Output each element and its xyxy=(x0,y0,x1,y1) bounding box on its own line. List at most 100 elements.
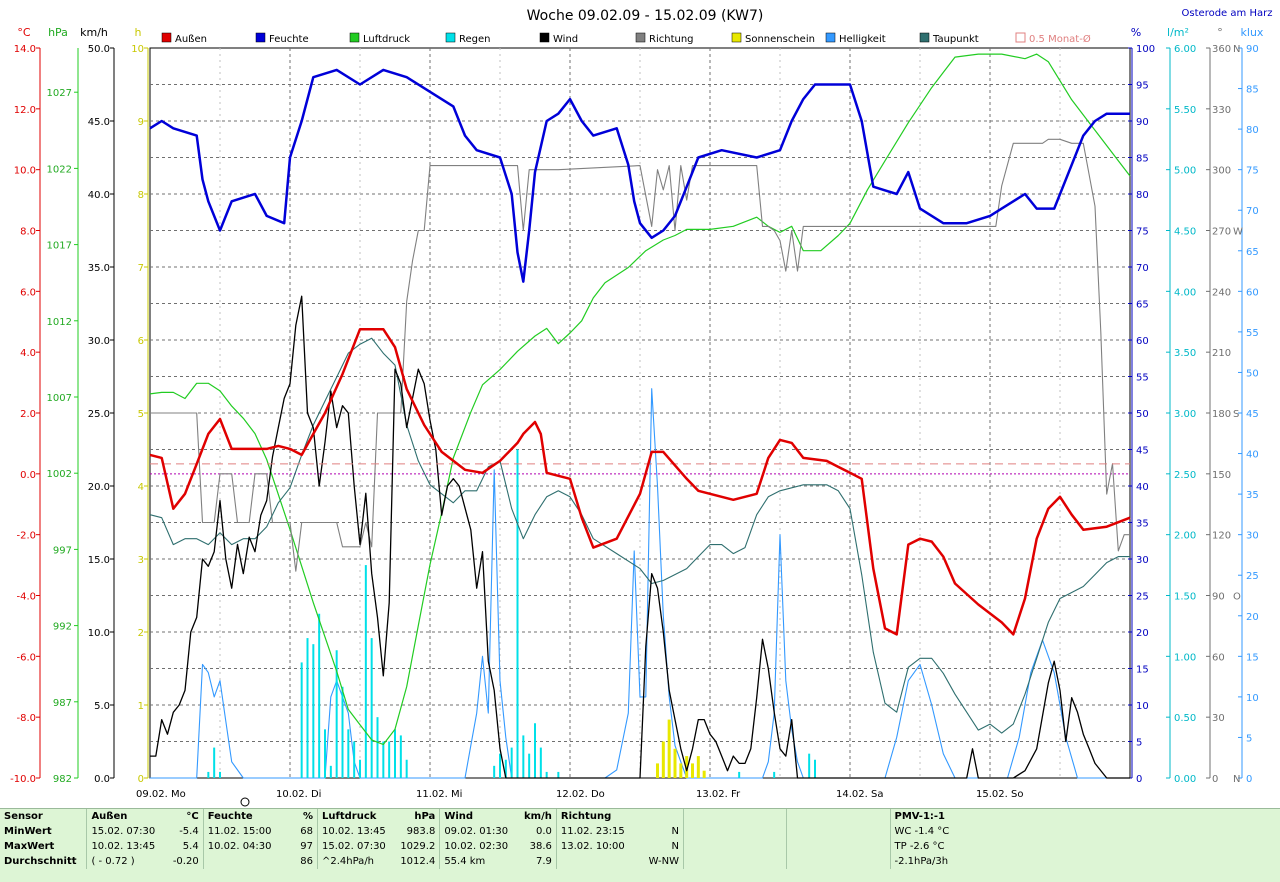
humidity-axis-tick: 25 xyxy=(1136,592,1149,603)
summary-cell: 97 xyxy=(300,841,313,852)
summary-cell: MaxWert xyxy=(4,841,55,852)
temp-axis-tick: 10.0 xyxy=(14,166,36,177)
chart-axes: 14.012.010.08.06.04.02.00.0-2.0-4.0-6.0-… xyxy=(10,44,1259,807)
temp-axis-tick: -8.0 xyxy=(16,713,36,724)
summary-cell: 13.02. 10:00 xyxy=(555,839,636,854)
series-luftdruck xyxy=(149,53,1131,746)
temp-axis-tick: -10.0 xyxy=(10,774,36,785)
regen-bar xyxy=(773,771,776,778)
helligkeit-line xyxy=(150,388,1130,779)
sonnenschein-bar xyxy=(679,763,683,778)
pressure-axis-tick: 1002 xyxy=(47,469,72,480)
light-axis-tick: 55 xyxy=(1246,328,1259,339)
light-axis-tick: 50 xyxy=(1246,368,1259,379)
rain-axis-tick: 5.00 xyxy=(1174,166,1196,177)
chart-grid xyxy=(149,47,1131,779)
legend-swatch xyxy=(539,32,550,43)
rain-axis-tick: 3.00 xyxy=(1174,409,1196,420)
legend-swatch xyxy=(825,32,836,43)
light-axis-tick: 10 xyxy=(1246,693,1259,704)
legend-label: Wind xyxy=(553,34,578,45)
humidity-axis-tick: 90 xyxy=(1136,117,1149,128)
summary-cell: Außen xyxy=(86,809,166,824)
light-axis-tick: 35 xyxy=(1246,490,1259,501)
rain-axis-tick: 5.50 xyxy=(1174,105,1196,116)
summary-table: Sensor Außen °C Feuchte% Luftdruck hPa Wind km/… xyxy=(0,808,1280,882)
summary-cell: N xyxy=(671,826,680,837)
regen-bar xyxy=(545,771,548,778)
regen-bar xyxy=(353,741,356,778)
summary-cell: 0.0 xyxy=(535,826,552,837)
summary-cell: 10.02. 13:45 xyxy=(316,824,397,839)
summary-cell xyxy=(786,809,890,824)
summary-cell xyxy=(786,824,890,839)
wind-axis-tick: 0.0 xyxy=(94,774,110,785)
rain-axis-tick: 1.50 xyxy=(1174,592,1196,603)
wind-axis-tick: 40.0 xyxy=(88,190,110,201)
light-axis-tick: 90 xyxy=(1246,44,1259,55)
humidity-axis-tick: 55 xyxy=(1136,373,1149,384)
humidity-axis-tick: 60 xyxy=(1136,336,1149,347)
au-en-line xyxy=(149,327,1131,636)
direction-axis-tick: 270 xyxy=(1212,227,1231,238)
regen-bar xyxy=(376,717,379,778)
rain-axis-tick: 2.50 xyxy=(1174,470,1196,481)
legend-label: 0.5 Monat-Ø xyxy=(1029,33,1091,45)
direction-letter: O xyxy=(1233,592,1241,603)
humidity-axis-tick: 85 xyxy=(1136,154,1149,165)
summary-cell xyxy=(683,824,787,839)
legend-label: Helligkeit xyxy=(839,34,886,45)
summary-cell: N xyxy=(671,841,680,852)
pressure-axis-tick: 992 xyxy=(53,622,72,633)
regen-bar xyxy=(557,771,560,778)
humidity-axis-tick: 0 xyxy=(1136,774,1142,785)
summary-cell: W-NW xyxy=(648,856,680,867)
legend-label: Taupunkt xyxy=(932,34,979,45)
summary-cell: % xyxy=(302,811,313,822)
humidity-axis-tick: 50 xyxy=(1136,409,1149,420)
sun-axis-tick: 9 xyxy=(138,117,144,128)
regen-bar xyxy=(534,723,536,778)
regen-bar xyxy=(493,765,496,778)
legend-swatch xyxy=(635,32,646,43)
regen-bar xyxy=(347,729,350,778)
luftdruck-line xyxy=(149,53,1131,746)
sun-axis-tick: 4 xyxy=(138,482,144,493)
legend-swatch xyxy=(161,32,172,43)
day-label: 13.02. Fr xyxy=(696,789,741,800)
regen-bar xyxy=(405,759,408,778)
summary-cell: 1029.2 xyxy=(400,841,436,852)
summary-row: Sensor Außen °C Feuchte% Luftdruck hPa Wind km/… xyxy=(0,809,1280,824)
legend-swatch xyxy=(445,32,456,43)
summary-cell: 10.02. 02:30 xyxy=(439,839,519,854)
direction-letter: S xyxy=(1233,409,1239,420)
summary-cell xyxy=(683,809,787,824)
humidity-axis-tick: 35 xyxy=(1136,519,1149,530)
legend-label: Außen xyxy=(175,34,207,45)
summary-cell xyxy=(635,809,683,824)
pressure-axis-tick: 1022 xyxy=(47,164,72,175)
summary-cell: 68 xyxy=(300,826,313,837)
unit-rain: l/m² xyxy=(1167,26,1189,39)
summary-cell: Durchschnitt xyxy=(4,856,77,867)
rain-axis-tick: 0.50 xyxy=(1174,713,1196,724)
regen-bar xyxy=(364,565,367,778)
temp-axis-tick: 14.0 xyxy=(14,44,36,55)
summary-row: Durchschnitt ( - 0.72 ) -0.20 86 ^2.4hPa/h 10… xyxy=(0,854,1280,869)
direction-axis-tick: 60 xyxy=(1212,652,1225,663)
humidity-axis-tick: 5 xyxy=(1136,738,1142,749)
wind-axis-tick: 20.0 xyxy=(88,482,110,493)
series-sonnenschein xyxy=(656,719,706,778)
legend-label: Feuchte xyxy=(269,34,309,45)
rain-axis-tick: 2.00 xyxy=(1174,531,1196,542)
direction-letter: W xyxy=(1233,227,1243,238)
station-name: Osterode am Harz xyxy=(1182,8,1273,19)
sonnenschein-bar xyxy=(685,756,689,778)
direction-axis-tick: 30 xyxy=(1212,713,1225,724)
sonnenschein-bar xyxy=(696,756,700,778)
light-axis-tick: 70 xyxy=(1246,206,1259,217)
pressure-axis-tick: 987 xyxy=(53,698,72,709)
regen-bar xyxy=(300,662,303,778)
temp-axis-tick: -2.0 xyxy=(16,531,36,542)
richtung-line xyxy=(150,138,1130,572)
